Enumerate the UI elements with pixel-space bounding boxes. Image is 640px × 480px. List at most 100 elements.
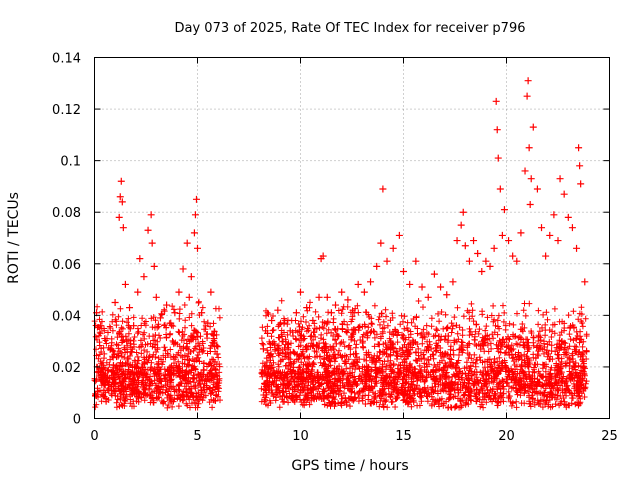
- data-point: [406, 280, 414, 288]
- data-point: [207, 288, 215, 296]
- data-point: [332, 301, 340, 309]
- data-point: [194, 244, 201, 252]
- data-point: [367, 278, 375, 286]
- y-tick-label: 0: [73, 413, 81, 428]
- x-tick-label: 5: [193, 429, 201, 444]
- data-point: [449, 278, 457, 286]
- data-point: [156, 314, 164, 322]
- x-tick-label: 20: [498, 429, 515, 444]
- data-point: [175, 288, 183, 296]
- data-point: [461, 242, 469, 250]
- data-point: [264, 329, 272, 337]
- data-point: [533, 185, 541, 193]
- data-point: [560, 190, 568, 198]
- data-point: [111, 298, 119, 306]
- data-point: [430, 270, 438, 278]
- data-point: [383, 257, 391, 265]
- data-point: [513, 257, 521, 265]
- data-point: [140, 273, 148, 281]
- data-point: [286, 327, 294, 335]
- data-point: [424, 293, 432, 301]
- data-point: [493, 126, 501, 134]
- x-tick-label: 0: [90, 429, 98, 444]
- roti-data-points: [93, 77, 589, 358]
- data-point: [323, 293, 331, 301]
- data-point: [350, 309, 358, 317]
- data-point: [412, 257, 420, 265]
- data-point: [134, 288, 142, 296]
- data-point: [482, 257, 490, 265]
- data-point: [115, 213, 123, 221]
- y-tick-label: 0.02: [52, 361, 81, 376]
- y-axis-label: ROTI / TECUs: [6, 192, 22, 284]
- data-point: [542, 252, 550, 260]
- data-point: [494, 154, 502, 162]
- data-point: [505, 237, 513, 245]
- data-point: [130, 322, 138, 330]
- data-point: [524, 77, 532, 85]
- data-point: [101, 335, 109, 343]
- data-point: [185, 293, 193, 301]
- data-point: [259, 345, 267, 353]
- data-point: [327, 309, 335, 317]
- data-point: [167, 319, 175, 327]
- data-point: [459, 208, 467, 216]
- data-point: [116, 193, 124, 201]
- data-point: [478, 268, 486, 276]
- data-point: [470, 237, 478, 245]
- data-point: [147, 211, 155, 219]
- y-tick-label: 0.14: [52, 52, 81, 67]
- y-tick-label: 0.08: [52, 206, 81, 221]
- plot-frame: [94, 57, 610, 419]
- y-axis-tick-labels: 0 0.02 0.04 0.06 0.08 0.1 0.12 0.14: [52, 52, 81, 428]
- data-point: [554, 237, 562, 245]
- data-point: [457, 221, 465, 229]
- data-point: [354, 280, 362, 288]
- data-point: [150, 262, 158, 270]
- data-point: [576, 162, 584, 170]
- x-tick-label: 10: [292, 429, 309, 444]
- data-point: [121, 280, 129, 288]
- data-point: [204, 319, 212, 327]
- data-point: [526, 200, 534, 208]
- roti-noise-path: [91, 297, 590, 411]
- data-point: [191, 211, 199, 219]
- data-point: [373, 262, 381, 270]
- data-point: [319, 252, 327, 260]
- chart-title: Day 073 of 2025, Rate Of TEC Index for r…: [175, 21, 526, 36]
- data-point: [377, 239, 385, 247]
- data-point: [297, 288, 304, 296]
- data-point: [126, 304, 134, 312]
- data-point: [107, 345, 115, 353]
- data-point: [500, 206, 508, 214]
- data-point: [187, 273, 195, 281]
- data-point: [171, 309, 179, 317]
- data-point: [577, 180, 585, 188]
- data-point: [529, 123, 537, 131]
- data-point: [498, 231, 506, 239]
- data-point: [490, 244, 498, 252]
- data-point: [152, 293, 160, 301]
- data-point: [280, 319, 288, 327]
- data-point: [538, 224, 546, 232]
- data-point: [389, 244, 397, 252]
- data-point: [486, 262, 494, 270]
- data-point: [338, 288, 346, 296]
- data-point: [581, 278, 589, 286]
- data-point: [465, 257, 473, 265]
- data-point: [198, 309, 206, 317]
- data-point: [527, 175, 535, 183]
- data-point: [492, 97, 500, 105]
- data-point: [136, 255, 144, 263]
- y-tick-label: 0.06: [52, 258, 81, 273]
- data-point: [315, 293, 323, 301]
- data-point: [163, 301, 171, 309]
- data-point: [556, 175, 564, 183]
- data-point: [523, 92, 531, 100]
- data-point: [395, 231, 403, 239]
- data-point: [525, 144, 533, 152]
- data-point: [360, 288, 368, 296]
- data-point: [437, 283, 445, 291]
- data-point: [509, 252, 517, 260]
